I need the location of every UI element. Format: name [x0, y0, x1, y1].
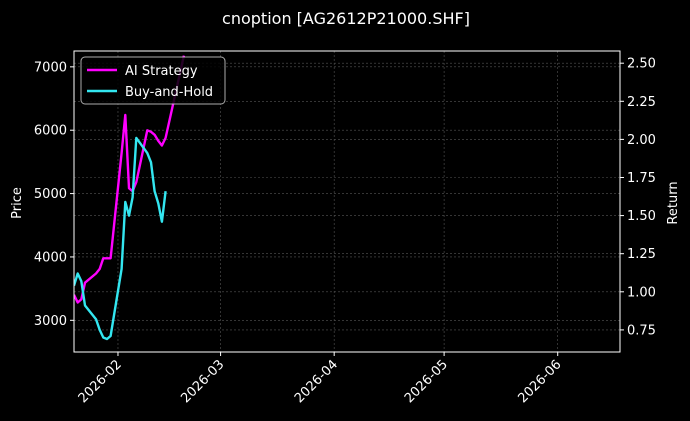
grid [74, 51, 620, 352]
y-tick-label: 5000 [34, 187, 67, 202]
y2-tick-label: 2.50 [627, 57, 656, 72]
y-tick-label: 6000 [34, 124, 67, 139]
legend-entry-label: Buy-and-Hold [125, 85, 213, 100]
series-line-buy-and-hold [74, 136, 167, 341]
y2-tick-label: 2.25 [627, 95, 656, 110]
x-tick-label: 2026-04 [292, 357, 341, 406]
legend-box [80, 56, 226, 105]
y-tick-label: 7000 [34, 60, 67, 75]
y-tick-label: 4000 [34, 250, 67, 265]
x-tick-label: 2026-05 [402, 357, 451, 406]
chart-title: cnoption [AG2612P21000.SHF] [222, 9, 470, 28]
x-tick-label: 2026-06 [516, 357, 565, 406]
x-tick-label: 2026-03 [178, 357, 227, 406]
y-tick-label: 3000 [34, 314, 67, 329]
y-axis-label: Price [10, 187, 25, 219]
series-line-ai-strategy [74, 55, 186, 304]
y2-axis-label: Return [666, 181, 681, 224]
y2-tick-label: 1.25 [627, 247, 656, 262]
series-lines [74, 55, 186, 341]
y2-tick-label: 1.75 [627, 171, 656, 186]
y2-tick-label: 1.00 [627, 285, 656, 300]
legend: AI Strategy Buy-and-Hold [80, 56, 226, 105]
y2-tick-label: 1.50 [627, 209, 656, 224]
plot-frame [73, 50, 621, 353]
legend-entry-label: AI Strategy [125, 64, 198, 79]
x-tick-label: 2026-02 [76, 357, 125, 406]
y2-tick-label: 2.00 [627, 133, 656, 148]
y2-tick-label: 0.75 [627, 323, 656, 338]
